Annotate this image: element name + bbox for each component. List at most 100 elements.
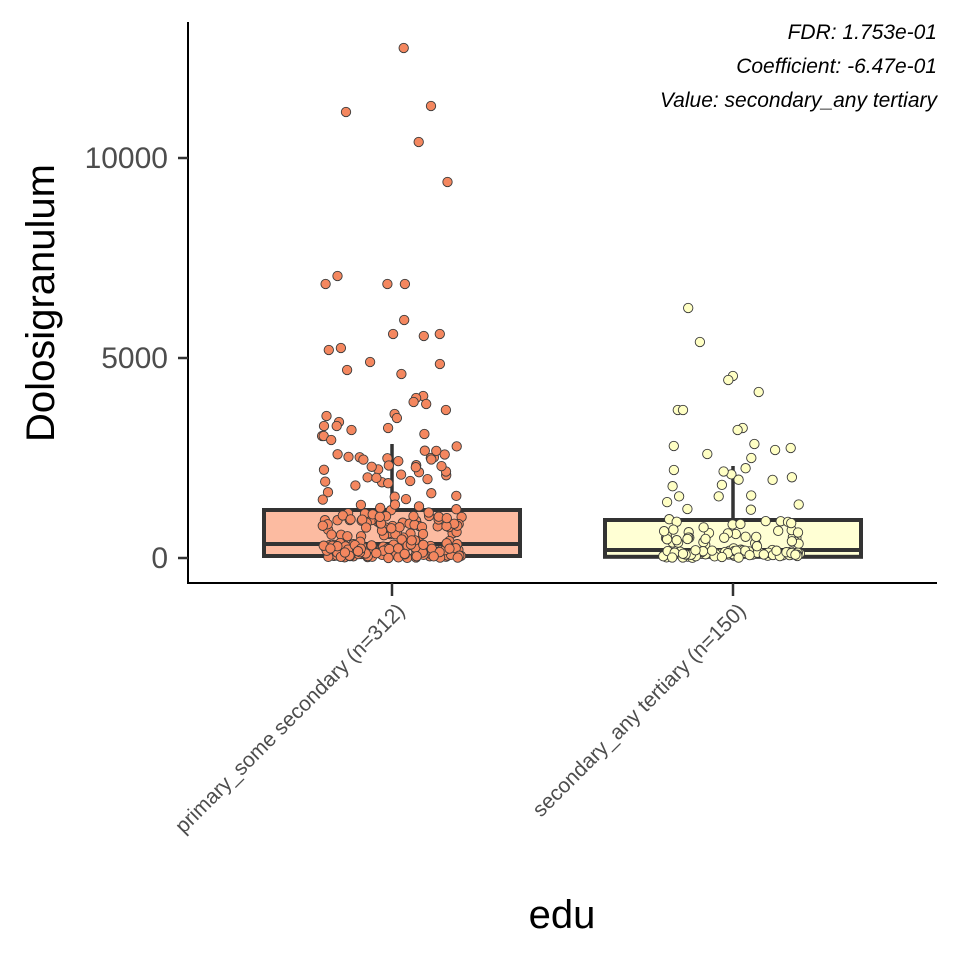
axes — [187, 22, 937, 584]
data-point — [406, 535, 417, 546]
data-point — [396, 534, 407, 545]
x-tick-label: primary_some secondary (n=312) — [171, 599, 410, 838]
data-point — [417, 528, 429, 540]
data-point — [408, 510, 419, 522]
annotation-coefficient: Coefficient: -6.47e-01 — [736, 55, 937, 78]
outlier-point — [425, 100, 437, 112]
data-point — [700, 533, 711, 545]
data-point — [386, 523, 397, 534]
data-point — [374, 511, 385, 523]
data-point — [426, 488, 437, 499]
outlier-point — [702, 448, 713, 460]
data-point — [661, 496, 673, 508]
data-point — [718, 466, 729, 477]
outlier-point — [364, 356, 376, 368]
data-point — [746, 490, 757, 501]
data-point — [371, 472, 382, 484]
data-point — [366, 461, 377, 472]
data-point — [719, 532, 730, 543]
outlier-point — [683, 302, 694, 314]
y-tick-label: 5000 — [101, 342, 168, 375]
data-point — [740, 463, 751, 474]
outlier-point — [335, 342, 347, 354]
outlier-point — [746, 452, 757, 464]
data-point — [667, 481, 678, 492]
data-point — [677, 548, 689, 559]
x-axis-title: edu — [529, 893, 596, 937]
data-point — [682, 533, 693, 545]
data-point — [431, 445, 442, 457]
data-point — [317, 520, 328, 531]
data-point — [771, 545, 782, 556]
data-point — [422, 473, 433, 485]
data-point — [366, 540, 377, 551]
data-point — [673, 491, 685, 502]
data-point — [792, 527, 804, 538]
outlier-point — [418, 330, 429, 342]
data-point — [423, 507, 434, 518]
data-point — [682, 503, 693, 515]
data-point — [428, 551, 439, 562]
outlier-point — [399, 278, 411, 290]
outlier-point — [346, 424, 357, 436]
data-point — [716, 479, 728, 491]
data-point — [410, 462, 421, 473]
outlier-point — [677, 404, 689, 416]
outlier-point — [398, 42, 409, 54]
x-ticks: primary_some secondary (n=312) secondary_… — [171, 583, 751, 838]
data-point — [325, 543, 336, 554]
data-point — [350, 480, 361, 491]
data-point — [744, 549, 755, 561]
data-point — [733, 474, 744, 485]
data-point — [667, 552, 678, 563]
outlier-point — [434, 358, 446, 370]
data-point — [318, 464, 330, 475]
outlier-point — [399, 314, 410, 326]
outlier-point — [331, 420, 342, 432]
data-point — [790, 549, 801, 560]
annotation-value: Value: secondary_any tertiary — [660, 89, 939, 112]
outlier-point — [434, 328, 445, 340]
data-point — [393, 455, 404, 467]
data-point — [375, 502, 386, 514]
data-point — [706, 545, 718, 556]
data-point — [343, 451, 354, 463]
data-point — [716, 551, 728, 563]
data-point — [419, 445, 430, 456]
outlier-point — [694, 336, 706, 348]
outlier-point — [326, 434, 337, 446]
outlier-point — [421, 398, 432, 410]
data-point — [751, 541, 763, 552]
data-point — [317, 494, 328, 505]
data-point — [371, 548, 382, 559]
data-point — [395, 469, 407, 480]
data-point — [733, 552, 744, 563]
box-group-0 — [262, 42, 522, 564]
data-point — [444, 543, 455, 554]
y-tick-label: 10000 — [85, 142, 168, 175]
data-point — [451, 504, 462, 515]
data-point — [452, 552, 463, 563]
data-point — [393, 543, 404, 554]
data-point — [326, 529, 337, 540]
outlier-point — [413, 136, 424, 148]
data-point — [658, 526, 670, 537]
outlier-point — [387, 328, 399, 340]
data-point — [740, 531, 751, 542]
data-point — [355, 499, 367, 511]
data-point — [668, 464, 680, 476]
data-point — [760, 515, 771, 527]
outlier-point — [769, 444, 781, 456]
data-point — [389, 499, 401, 510]
data-point — [405, 475, 416, 487]
data-point — [751, 531, 762, 543]
data-point — [345, 514, 356, 525]
outlier-point — [396, 368, 407, 380]
outlier-point — [785, 442, 796, 454]
outlier-point — [320, 278, 331, 290]
data-point — [358, 454, 369, 465]
data-point — [793, 499, 804, 510]
outlier-point — [723, 374, 734, 386]
data-point — [383, 460, 394, 471]
data-point — [786, 472, 798, 483]
